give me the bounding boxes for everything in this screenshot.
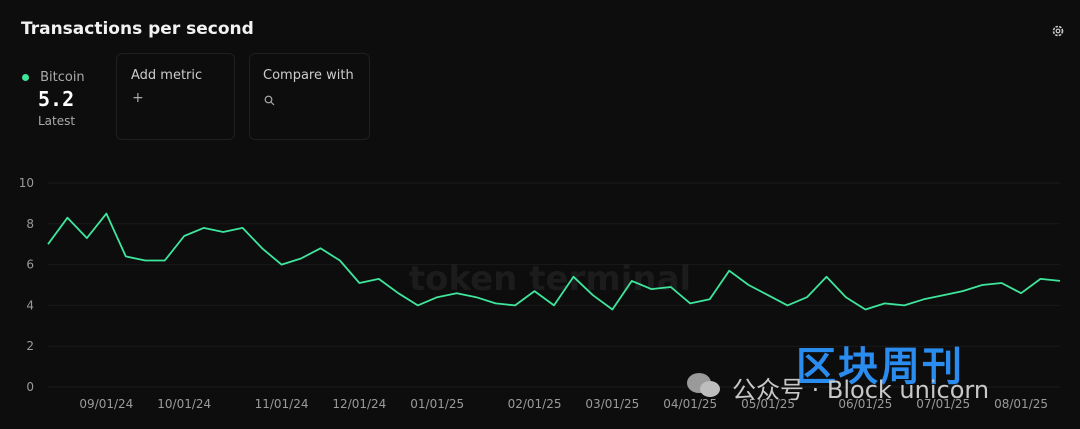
overlay-caption: 公众号 · Block unicorn: [732, 376, 990, 404]
overlay-brand: 区块周刊: [796, 344, 964, 390]
x-tick-label: 06/01/25: [838, 397, 892, 411]
x-tick-label: 05/01/25: [741, 397, 795, 411]
legend-dot: [22, 74, 29, 81]
settings-icon[interactable]: [1051, 24, 1065, 38]
x-tick-label: 07/01/25: [916, 397, 970, 411]
y-tick-label: 6: [26, 258, 34, 272]
y-tick-label: 0: [26, 380, 34, 394]
latest-label: Latest: [38, 114, 76, 128]
title: Transactions per second: [21, 19, 254, 39]
add-icon: +: [132, 90, 144, 106]
series-line: [47, 212, 1061, 311]
x-tick-label: 12/01/24: [332, 397, 386, 411]
add-metric-label: Add metric: [131, 68, 203, 83]
legend-label: Bitcoin: [40, 70, 85, 85]
watermark: token terminal: [409, 259, 691, 299]
y-tick-label: 10: [19, 176, 34, 190]
metric-legend[interactable]: Bitcoin: [22, 67, 85, 86]
x-tick-label: 02/01/25: [508, 397, 562, 411]
x-tick-label: 03/01/25: [585, 397, 639, 411]
search-icon: [264, 95, 275, 106]
x-tick-label: 01/01/25: [410, 397, 464, 411]
x-tick-label: 04/01/25: [663, 397, 717, 411]
x-tick-label: 09/01/24: [79, 397, 133, 411]
latest-value: 5.2: [38, 87, 75, 111]
wechat-icon: [687, 373, 720, 397]
y-tick-label: 4: [26, 298, 34, 312]
y-tick-label: 2: [26, 339, 34, 353]
x-tick-label: 11/01/24: [255, 397, 309, 411]
add-metric-card[interactable]: Add metric +: [116, 53, 235, 140]
x-tick-label: 08/01/25: [994, 397, 1048, 411]
y-tick-label: 8: [26, 217, 34, 231]
compare-card[interactable]: Compare with: [249, 53, 370, 140]
x-tick-label: 10/01/24: [157, 397, 211, 411]
compare-label: Compare with: [263, 68, 354, 83]
